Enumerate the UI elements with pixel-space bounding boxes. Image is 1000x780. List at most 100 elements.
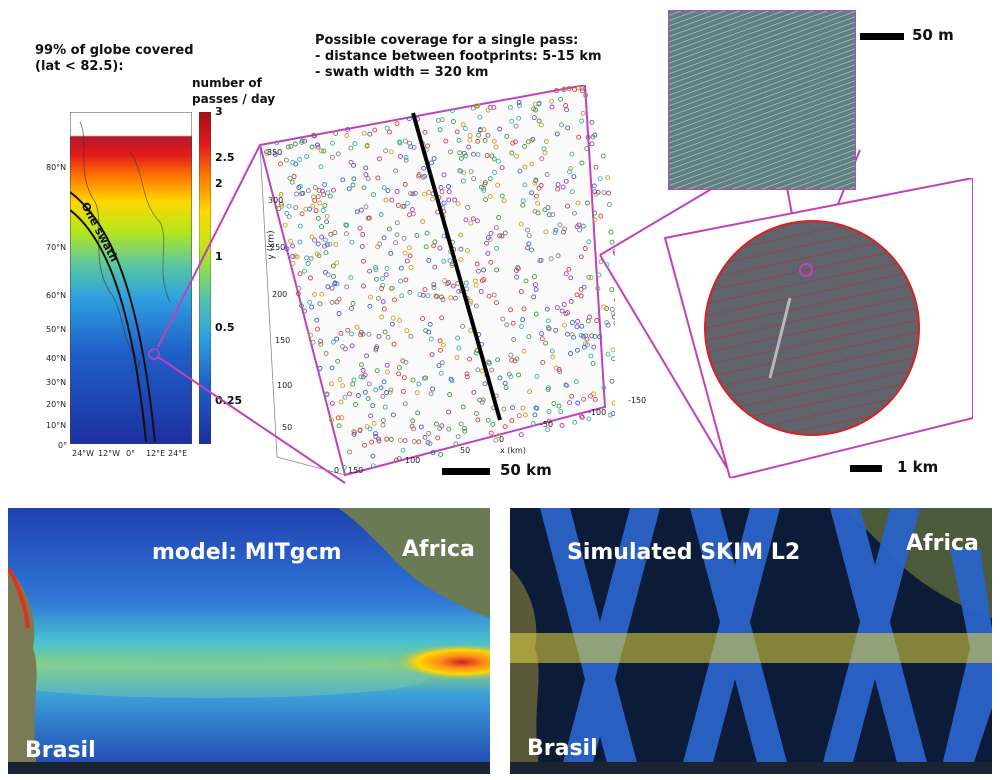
footprint-dot: [345, 126, 351, 132]
footprint-dot: [553, 227, 559, 233]
footprint-dot: [309, 144, 315, 150]
footprint-dot: [581, 396, 587, 402]
footprint-dot: [509, 418, 515, 424]
footprint-dot: [591, 344, 597, 350]
coverage-title-line2: (lat < 82.5):: [35, 59, 124, 74]
footprint-dot: [398, 265, 404, 271]
footprint-dot: [454, 129, 460, 135]
footprint-dot: [396, 365, 402, 371]
footprint-dot: [486, 360, 492, 366]
footprint-dot: [520, 198, 526, 204]
footprint-dot: [422, 287, 428, 293]
footprint-dot: [473, 103, 479, 109]
footprint-dot: [381, 379, 387, 385]
footprint-dot: [308, 332, 314, 338]
footprint-dot: [399, 293, 405, 299]
y-tick: 0: [334, 466, 340, 475]
footprint-dot: [461, 425, 467, 431]
footprint-dot: [448, 376, 454, 382]
footprint-dot: [431, 282, 437, 288]
footprint-dot: [322, 237, 328, 243]
footprint-dot: [446, 197, 452, 203]
footprint-dot: [439, 360, 445, 366]
footprint-dot: [533, 405, 539, 411]
footprint-dot: [377, 241, 383, 247]
footprint-dot: [508, 352, 514, 358]
footprint-dot: [446, 184, 451, 189]
footprint-dot: [394, 121, 400, 127]
footprint-dot: [422, 434, 428, 440]
footprint-dot: [592, 334, 598, 339]
footprint-dot: [381, 185, 387, 191]
footprint-dot: [544, 306, 550, 312]
footprint-dot: [578, 293, 584, 299]
footprint-dot: [403, 157, 409, 163]
footprint-dot: [319, 291, 325, 297]
footprint-dot: [400, 447, 406, 453]
footprint-dot: [513, 139, 518, 145]
footprint-dot: [322, 269, 328, 275]
footprint-dot: [360, 331, 366, 337]
footprint-dot: [358, 362, 364, 368]
footprint-dot: [582, 246, 588, 251]
footprint-dot: [400, 358, 406, 364]
x-tick: 100: [405, 456, 421, 465]
footprint-dot: [312, 197, 318, 203]
footprint-dot: [366, 215, 372, 221]
footprint-dot: [591, 391, 597, 397]
footprint-dot: [334, 260, 340, 266]
footprint-dot: [611, 356, 615, 362]
footprint-dot: [452, 197, 458, 203]
footprint-dot: [460, 404, 466, 410]
footprint-dot: [533, 107, 539, 113]
footprint-dot: [532, 180, 538, 186]
footprint-dot: [357, 428, 363, 434]
footprint-dot: [521, 306, 527, 312]
footprint-dot: [321, 148, 327, 154]
footprint-dot: [406, 116, 412, 122]
footprint-dot: [561, 229, 566, 235]
footprint-dot: [485, 132, 491, 138]
footprint-dot: [460, 323, 466, 329]
footprint-dot: [373, 387, 379, 393]
footprint-dot: [563, 271, 569, 277]
footprint-dot: [397, 153, 403, 159]
footprint-dot: [397, 437, 403, 443]
footprint-dot: [385, 334, 391, 340]
footprint-dot: [536, 118, 542, 124]
footprint-dot: [560, 184, 566, 190]
footprint-dot: [501, 198, 507, 204]
footprint-dot: [431, 285, 437, 290]
footprint-dot: [555, 186, 561, 192]
footprint-dot: [522, 143, 528, 149]
footprint-dot: [402, 438, 408, 444]
footprint-dot: [421, 375, 427, 381]
footprint-dot: [540, 359, 546, 365]
lat-tick: 70°N: [46, 243, 67, 252]
footprint-dot: [347, 391, 352, 397]
footprint-dot: [325, 190, 331, 196]
footprint-dot: [398, 278, 404, 284]
y-tick: 100: [277, 381, 293, 390]
footprint-dot: [609, 287, 615, 293]
footprint-dot: [568, 351, 573, 356]
footprint-dot: [568, 275, 574, 281]
footprint-dot: [296, 285, 302, 291]
footprint-dot: [341, 465, 347, 471]
footprint-dot: [520, 405, 526, 411]
footprint-dot: [545, 427, 551, 433]
footprint-dot: [404, 258, 410, 264]
footprint-dot: [456, 288, 462, 294]
footprint-dot: [509, 150, 515, 156]
footprint-dot: [408, 265, 414, 270]
footprint-dot: [414, 390, 420, 396]
footprint-dot: [443, 138, 449, 144]
footprint-dot: [516, 372, 522, 378]
footprint-dot: [365, 396, 371, 401]
footprint-dot: [304, 153, 310, 159]
footprint-dot: [454, 355, 460, 361]
footprint-dot: [410, 191, 416, 197]
footprint-dot: [462, 126, 468, 131]
footprint-dot: [590, 134, 596, 140]
footprint-dot: [307, 206, 312, 212]
